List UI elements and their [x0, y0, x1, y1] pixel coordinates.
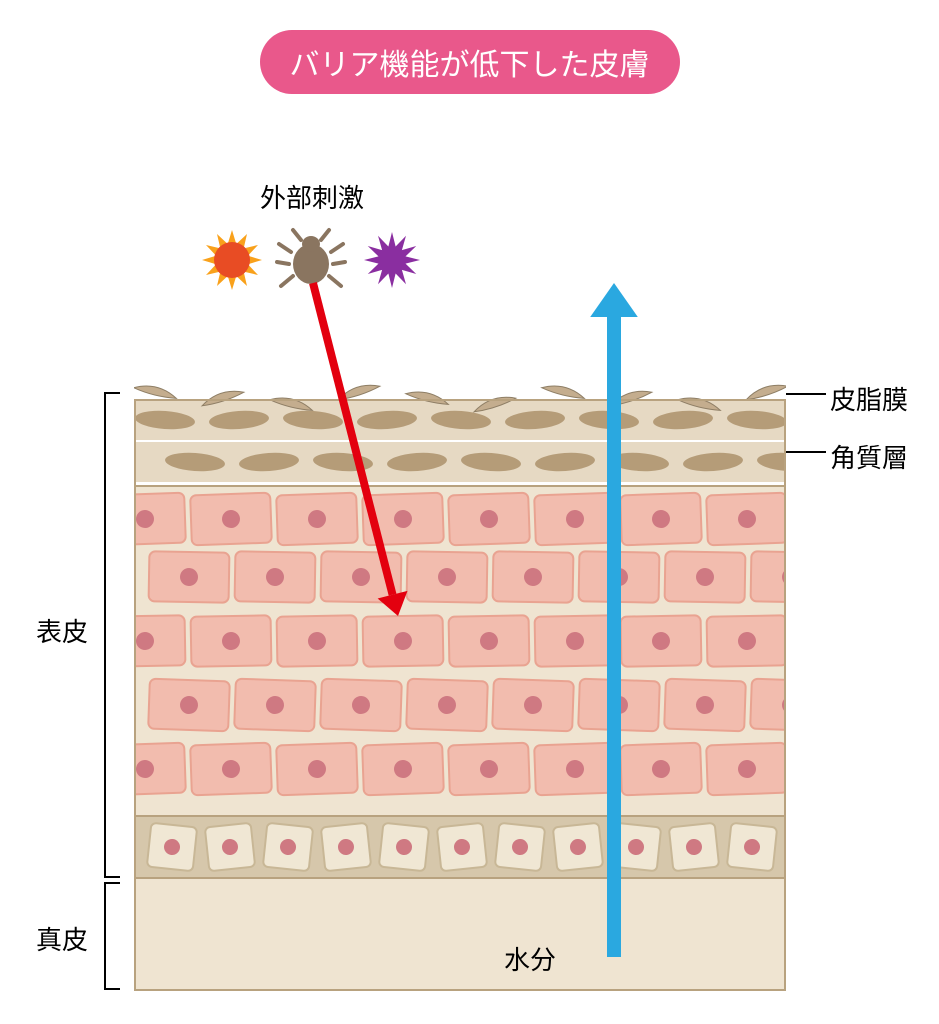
label-dermis: 真皮 [36, 920, 88, 957]
label-sebum: 皮脂膜 [830, 380, 908, 417]
label-corneum: 角質層 [830, 438, 908, 475]
label-epidermis: 表皮 [36, 612, 88, 649]
bracket-dermis [104, 882, 106, 990]
bracket-epidermis [104, 392, 106, 878]
tick-corneum [786, 451, 826, 453]
arrows [0, 0, 939, 1024]
tick-sebum [786, 393, 826, 395]
label-water: 水分 [504, 940, 556, 977]
